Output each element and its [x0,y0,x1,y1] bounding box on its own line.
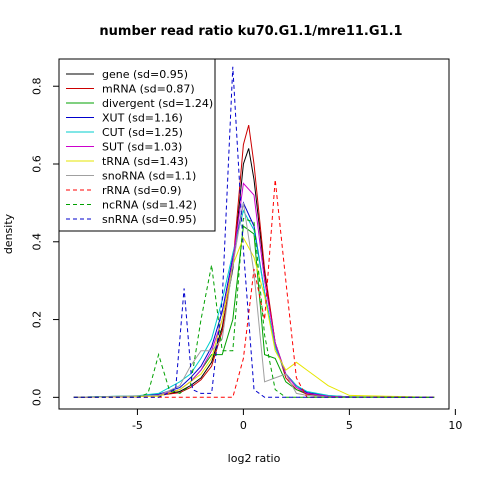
y-axis: 0.0 0.2 0.4 0.6 0.8 [31,77,59,407]
legend-entry: gene (sd=0.95) [102,68,188,81]
legend-box [58,58,216,232]
legend-entry: divergent (sd=1.24) [102,97,213,110]
series-line-1 [73,124,435,398]
legend-entry: snRNA (sd=0.95) [102,213,197,226]
legend: gene (sd=0.95) mRNA (sd=0.87)divergent (s… [58,58,216,232]
legend-entry: mRNA (sd=0.87) [102,83,195,96]
legend-entry: snoRNA (sd=1.1) [102,170,196,183]
legend-entry: SUT (sd=1.03) [102,141,182,154]
y-tick-label: 0.0 [31,389,44,407]
x-tick-label: -5 [132,419,143,432]
y-axis-label: density [2,213,15,254]
y-tick-label: 0.6 [31,155,44,173]
y-tick-label: 0.4 [31,233,44,251]
legend-entry: rRNA (sd=0.9) [102,184,181,197]
series-line-2 [73,225,435,398]
x-tick-label: 0 [240,419,247,432]
legend-entry: XUT (sd=1.16) [102,112,183,125]
series-line-6 [73,236,435,398]
series-line-4 [73,209,435,398]
series-layer [73,66,435,398]
x-axis: -5 0 5 10 [132,409,462,432]
y-tick-label: 0.8 [31,77,44,95]
series-line-7 [73,202,435,398]
x-tick-label: 10 [448,419,462,432]
chart-title: number read ratio ku70.G1.1/mre11.G1.1 [99,24,402,39]
x-axis-label: log2 ratio [228,452,281,465]
y-tick-label: 0.2 [31,311,44,329]
series-line-10 [73,66,435,398]
legend-entry: CUT (sd=1.25) [102,126,183,139]
x-tick-label: 5 [346,419,353,432]
legend-entry: ncRNA (sd=1.42) [102,199,197,212]
legend-entry: tRNA (sd=1.43) [102,155,188,168]
series-line-9 [73,217,435,398]
plot-frame [58,58,450,410]
series-line-8 [73,179,435,398]
